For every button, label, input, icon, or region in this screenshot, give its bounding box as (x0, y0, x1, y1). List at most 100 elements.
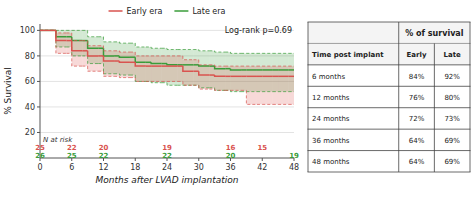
series-0 (40, 30, 294, 104)
ci-border (209, 89, 214, 90)
ci-band-segment (88, 46, 99, 72)
survival-step (183, 66, 194, 71)
at-risk-label: N at risk (43, 136, 73, 144)
ci-border (162, 48, 167, 49)
ci-border (215, 89, 226, 90)
series-1 (40, 30, 294, 91)
ci-band-segment (146, 56, 151, 82)
survival-step (231, 69, 242, 70)
ci-border (262, 91, 273, 92)
y-tick-label: 20 (25, 128, 35, 137)
ci-border (199, 85, 210, 88)
ci-border (178, 55, 183, 56)
survival-step (130, 56, 135, 58)
ci-border (225, 66, 230, 67)
ci-border (278, 104, 289, 105)
table-cell: 69% (444, 158, 460, 166)
survival-step (56, 30, 67, 40)
survival-step (51, 30, 56, 32)
legend: Early era Late era (109, 7, 226, 16)
table-header: Early (407, 51, 427, 59)
legend-item: Early era (109, 7, 163, 16)
ci-border (40, 30, 51, 31)
ci-border (88, 30, 99, 36)
ci-band-segment (162, 56, 167, 82)
annotation: Log-rank p=0.69 (225, 26, 292, 35)
ci-border (151, 81, 162, 82)
chart: 204060801000612182430364248Months after … (0, 0, 474, 208)
ci-border (114, 50, 119, 51)
ci-border (51, 30, 56, 31)
survival-step (151, 65, 162, 67)
x-tick-label: 12 (98, 163, 108, 172)
legend-item: Late era (174, 7, 225, 16)
ci-band-segment (193, 60, 198, 86)
ci-band (56, 33, 294, 104)
ci-border (193, 49, 198, 50)
ci-border (167, 83, 178, 86)
survival-step (56, 30, 67, 36)
legend-swatch (174, 10, 188, 12)
ci-border (178, 85, 183, 86)
survival-step (246, 76, 257, 78)
table-rule (398, 22, 399, 172)
ci-band-segment (241, 66, 246, 90)
ci-border (231, 66, 242, 67)
ci-border (119, 76, 130, 77)
ci-border (82, 55, 87, 56)
ci-border (72, 53, 83, 66)
ci-border (273, 91, 278, 92)
ci-border (225, 90, 230, 91)
ci-border (183, 49, 194, 50)
ci-band-segment (231, 53, 242, 91)
table-title: % of survival (405, 29, 464, 38)
table: % of survivalTime post implantEarlyLate6… (308, 22, 470, 172)
table-header: Time post implant (312, 51, 384, 59)
ci-border (72, 30, 83, 31)
ci-border (40, 30, 51, 31)
survival-step (225, 68, 230, 70)
ci-band-segment (183, 60, 194, 86)
ci-band-segment (215, 66, 226, 90)
ci-band-segment (178, 50, 183, 86)
survival-step (88, 51, 99, 56)
ci-border (193, 85, 198, 86)
x-tick-label: 24 (162, 163, 172, 172)
ci-border (119, 51, 130, 52)
ci-border (40, 30, 51, 31)
survival-step (193, 64, 198, 66)
survival-step (167, 65, 178, 67)
x-axis-label: Months after LVAD implantation (96, 175, 239, 185)
ci-border (114, 76, 119, 77)
ci-border (273, 53, 278, 54)
ci-border (199, 50, 210, 51)
table-cell: 24 months (312, 115, 350, 123)
survival-step (66, 40, 71, 42)
table-cell: 12 months (312, 94, 350, 102)
ci-border (135, 78, 146, 82)
table-rule (308, 107, 470, 108)
ci-border (130, 52, 135, 53)
ci-border (56, 30, 67, 31)
table-rule (308, 86, 470, 87)
ci-border (246, 53, 257, 54)
ci-band-segment (183, 50, 194, 86)
ci-border (225, 52, 230, 53)
ci-border (130, 75, 135, 76)
ci-border (246, 90, 257, 104)
y-tick (37, 132, 40, 133)
survival-step (130, 62, 135, 64)
survival-step (209, 74, 214, 76)
ci-border (178, 81, 183, 82)
survival-step (278, 69, 289, 71)
x-tick (135, 158, 136, 161)
ci-border (231, 90, 242, 91)
ci-border (199, 85, 210, 89)
ci-border (231, 90, 242, 91)
survival-step (289, 69, 294, 71)
table-header-bg (308, 43, 470, 64)
ci-border (215, 88, 226, 91)
table-cell: 6 months (312, 73, 345, 81)
ci-band-segment (119, 52, 130, 78)
ci-border (114, 41, 119, 42)
